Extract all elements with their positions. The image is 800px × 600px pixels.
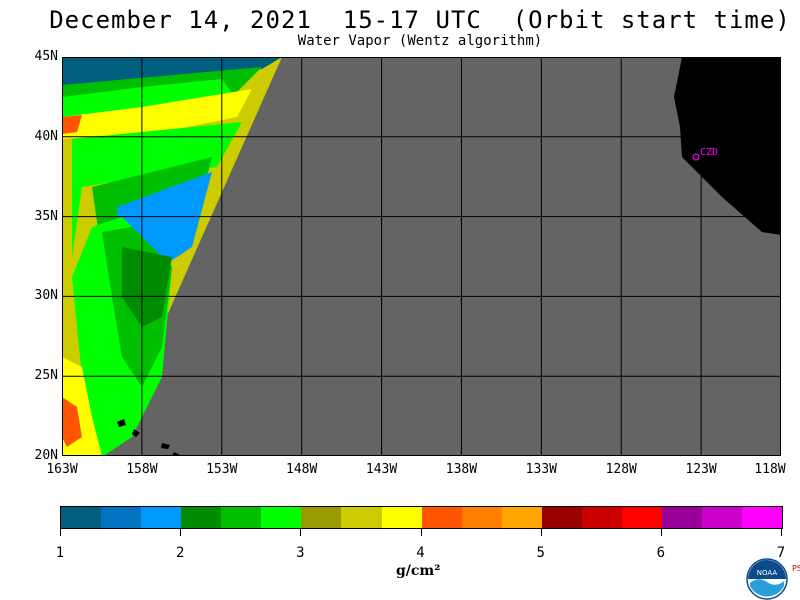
- colorbar-tick-label: 7: [776, 545, 786, 561]
- colorbar-tick-mark: [660, 528, 662, 536]
- noaa-logo-icon: NOAA: [746, 558, 788, 600]
- colorbar-swatch: [501, 507, 542, 528]
- map-title: December 14, 2021 15-17 UTC (Orbit start…: [49, 6, 791, 34]
- colorbar-swatch: [381, 507, 422, 528]
- colorbar-swatch: [341, 507, 382, 528]
- colorbar-unit: g/cm²: [396, 563, 441, 579]
- colorbar-tick-mark: [180, 528, 182, 536]
- colorbar-swatch: [181, 507, 222, 528]
- longitude-label: 143W: [365, 462, 398, 477]
- colorbar-tick-label: 3: [296, 545, 305, 561]
- svg-text:NOAA: NOAA: [757, 569, 778, 577]
- colorbar-tick-label: 1: [55, 545, 65, 561]
- latitude-label: 45N: [34, 49, 58, 64]
- longitude-label: 128W: [605, 462, 637, 477]
- colorbar-swatch: [301, 507, 342, 528]
- colorbar-swatch: [621, 507, 662, 528]
- colorbar-swatch: [742, 507, 783, 528]
- colorbar-swatch: [661, 507, 702, 528]
- latitude-label: 20N: [34, 448, 58, 463]
- longitude-label: 148W: [286, 462, 318, 477]
- lat-lon-grid: [62, 57, 781, 456]
- longitude-label: 138W: [445, 462, 478, 477]
- colorbar-tick-mark: [420, 528, 422, 536]
- map-subtitle: Water Vapor (Wentz algorithm): [297, 33, 543, 49]
- czd-station-marker: [692, 153, 700, 161]
- latitude-label: 35N: [34, 208, 58, 224]
- colorbar-swatch: [61, 507, 102, 528]
- colorbar-swatch: [461, 507, 502, 528]
- colorbar-tick-label: 2: [175, 545, 185, 561]
- water-vapor-map: [62, 57, 781, 456]
- colorbar-tick-label: 6: [656, 545, 666, 561]
- swath-data: [62, 57, 282, 456]
- longitude-label: 133W: [525, 462, 557, 477]
- colorbar-tick-mark: [781, 528, 782, 536]
- colorbar-swatch: [421, 507, 462, 528]
- colorbar-tick-label: 4: [416, 545, 425, 561]
- colorbar-swatch: [581, 507, 622, 528]
- czd-station-label: CZD: [700, 147, 719, 158]
- longitude-label: 163W: [46, 462, 78, 477]
- colorbar: [60, 506, 783, 529]
- longitude-label: 158W: [126, 462, 158, 477]
- colorbar-swatch: [261, 507, 302, 528]
- colorbar-swatch: [702, 507, 743, 528]
- psl-label: PSL: [792, 564, 800, 573]
- colorbar-swatch: [101, 507, 142, 528]
- map-svg: [62, 57, 781, 456]
- colorbar-swatch: [221, 507, 262, 528]
- colorbar-tick-mark: [540, 528, 542, 536]
- colorbar-tick-label: 5: [536, 545, 545, 561]
- latitude-label: 30N: [34, 288, 58, 304]
- longitude-label: 123W: [685, 462, 717, 477]
- colorbar-tick-mark: [60, 528, 61, 536]
- longitude-label: 153W: [206, 462, 238, 477]
- colorbar-swatch: [141, 507, 182, 528]
- latitude-label: 25N: [34, 368, 58, 384]
- longitude-label: 118W: [754, 462, 786, 477]
- colorbar-tick-mark: [300, 528, 302, 536]
- latitude-label: 40N: [34, 128, 58, 144]
- colorbar-swatch: [541, 507, 582, 528]
